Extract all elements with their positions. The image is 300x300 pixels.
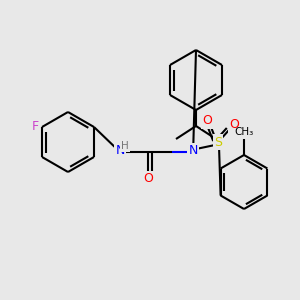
Text: H: H — [121, 141, 129, 151]
Text: CH₃: CH₃ — [234, 127, 254, 137]
Text: O: O — [202, 115, 212, 128]
Text: O: O — [143, 172, 153, 185]
Text: N: N — [188, 145, 198, 158]
Text: N: N — [115, 145, 125, 158]
Text: S: S — [214, 136, 222, 148]
Text: F: F — [32, 119, 39, 133]
Text: O: O — [229, 118, 239, 131]
